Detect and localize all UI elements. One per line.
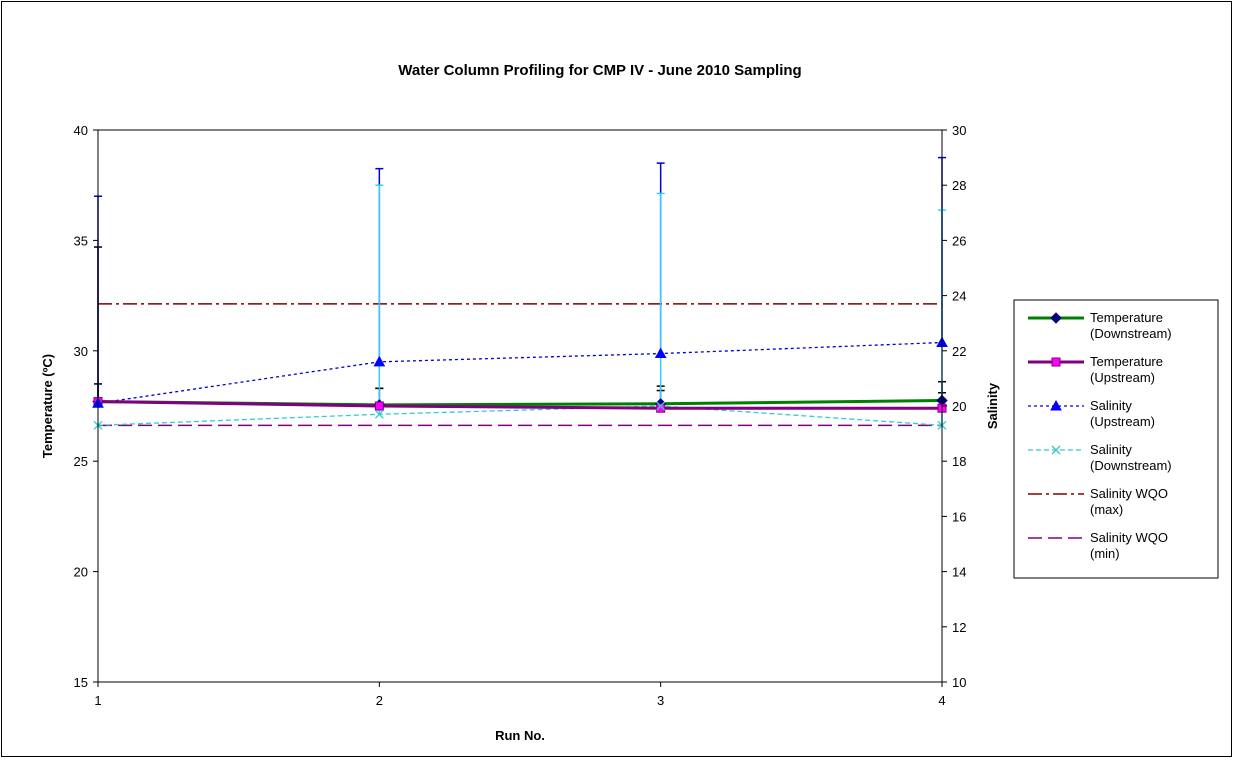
x-axis-title: Run No.	[495, 728, 545, 743]
y-axis-title: Temperature (ºC)	[40, 354, 55, 458]
y2-tick-label: 10	[952, 675, 966, 690]
y2-axis-title: Salinity	[985, 382, 1000, 429]
legend-label-line: (min)	[1090, 546, 1120, 561]
y-tick-label: 35	[74, 233, 88, 248]
legend: Temperature (Downstream)Temperature (Upstr…	[1014, 300, 1218, 578]
legend-label-line: (Downstream)	[1090, 458, 1172, 473]
legend-label-line: Salinity WQO	[1090, 530, 1168, 545]
legend-label: Temperature (Upstream)	[1090, 354, 1163, 385]
legend-label: Temperature (Downstream)	[1090, 310, 1172, 341]
legend-label-line: Temperature	[1090, 354, 1163, 369]
legend-label-line: Temperature	[1090, 310, 1163, 325]
legend-label-line: (Upstream)	[1090, 414, 1155, 429]
y-tick-label: 20	[74, 565, 88, 580]
x-tick-label: 4	[938, 693, 945, 708]
data-point-temperature-upstream	[375, 402, 383, 410]
x-tick-label: 3	[657, 693, 664, 708]
y2-tick-label: 28	[952, 178, 966, 193]
y2-tick-label: 26	[952, 233, 966, 248]
y-tick-label: 40	[74, 123, 88, 138]
y2-tick-label: 18	[952, 454, 966, 469]
chart-title: Water Column Profiling for CMP IV - June…	[398, 62, 801, 79]
legend-label-line: Salinity WQO	[1090, 486, 1168, 501]
x-tick-label: 1	[94, 693, 101, 708]
legend-label-line: (Downstream)	[1090, 326, 1172, 341]
y2-tick-label: 24	[952, 289, 966, 304]
y-tick-label: 25	[74, 454, 88, 469]
x-tick-label: 2	[376, 693, 383, 708]
y2-tick-label: 12	[952, 620, 966, 635]
y2-tick-label: 22	[952, 344, 966, 359]
legend-label-line: Salinity	[1090, 442, 1132, 457]
y2-tick-label: 16	[952, 509, 966, 524]
y2-tick-label: 14	[952, 565, 966, 580]
y2-tick-label: 20	[952, 399, 966, 414]
y-tick-label: 15	[74, 675, 88, 690]
legend-label-line: (Upstream)	[1090, 370, 1155, 385]
legend-label-line: (max)	[1090, 502, 1123, 517]
y-tick-label: 30	[74, 344, 88, 359]
y2-tick-label: 30	[952, 123, 966, 138]
legend-label-line: Salinity	[1090, 398, 1132, 413]
legend-swatch-marker	[1052, 358, 1060, 366]
